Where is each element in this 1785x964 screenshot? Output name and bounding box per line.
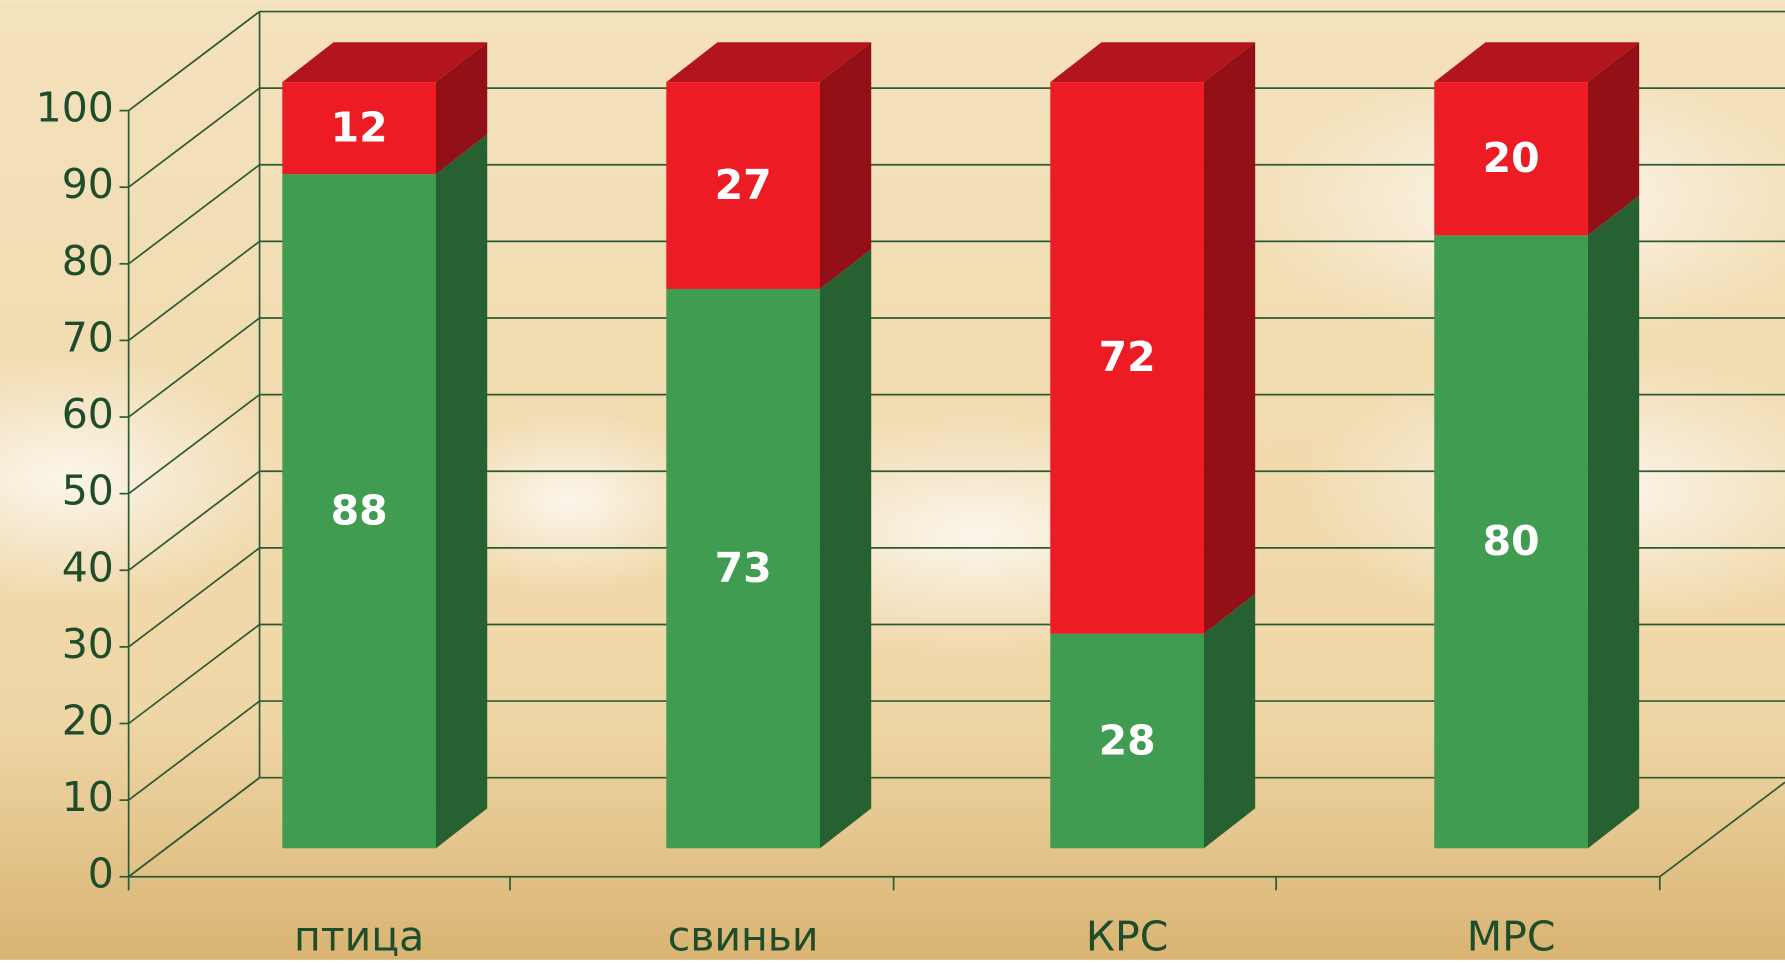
y-tick-label: 10	[62, 773, 114, 821]
y-tick-label: 0	[88, 850, 114, 898]
y-tick-label: 70	[62, 313, 114, 361]
x-tick-label: свиньи	[668, 912, 819, 960]
y-tick-label: 50	[62, 467, 114, 515]
y-tick-label: 30	[62, 620, 114, 668]
value-label: 72	[1099, 333, 1156, 381]
y-tick-label: 40	[62, 543, 114, 591]
y-tick-label: 80	[62, 237, 114, 285]
y-tick-label: 90	[62, 160, 114, 208]
x-tick-label: КРС	[1086, 912, 1168, 960]
value-label: 28	[1099, 716, 1156, 764]
y-tick-label: 100	[36, 84, 114, 132]
value-label: 20	[1483, 134, 1540, 182]
value-label: 73	[715, 544, 772, 592]
bar-segment-side	[436, 134, 487, 848]
bar-segment-side	[820, 249, 871, 848]
bar-segment-side	[1588, 196, 1639, 849]
y-tick-label: 60	[62, 390, 114, 438]
chart: 0 10 20 30 40 50 60 70 80 90 100 птица 88 12 свиньи 73 2…	[0, 0, 1785, 960]
value-label: 12	[331, 103, 388, 151]
value-label: 80	[1483, 517, 1540, 565]
bar-segment-side	[1204, 594, 1255, 848]
bar-segment-side	[1204, 42, 1255, 633]
value-label: 27	[715, 161, 772, 209]
y-tick-label: 20	[62, 697, 114, 745]
x-tick-label: птица	[294, 912, 424, 960]
x-tick-label: МРС	[1467, 912, 1556, 960]
bar-segment-side	[820, 42, 871, 289]
page: 0 10 20 30 40 50 60 70 80 90 100 птица 88 12 свиньи 73 2…	[0, 0, 1785, 960]
value-label: 88	[331, 486, 388, 534]
